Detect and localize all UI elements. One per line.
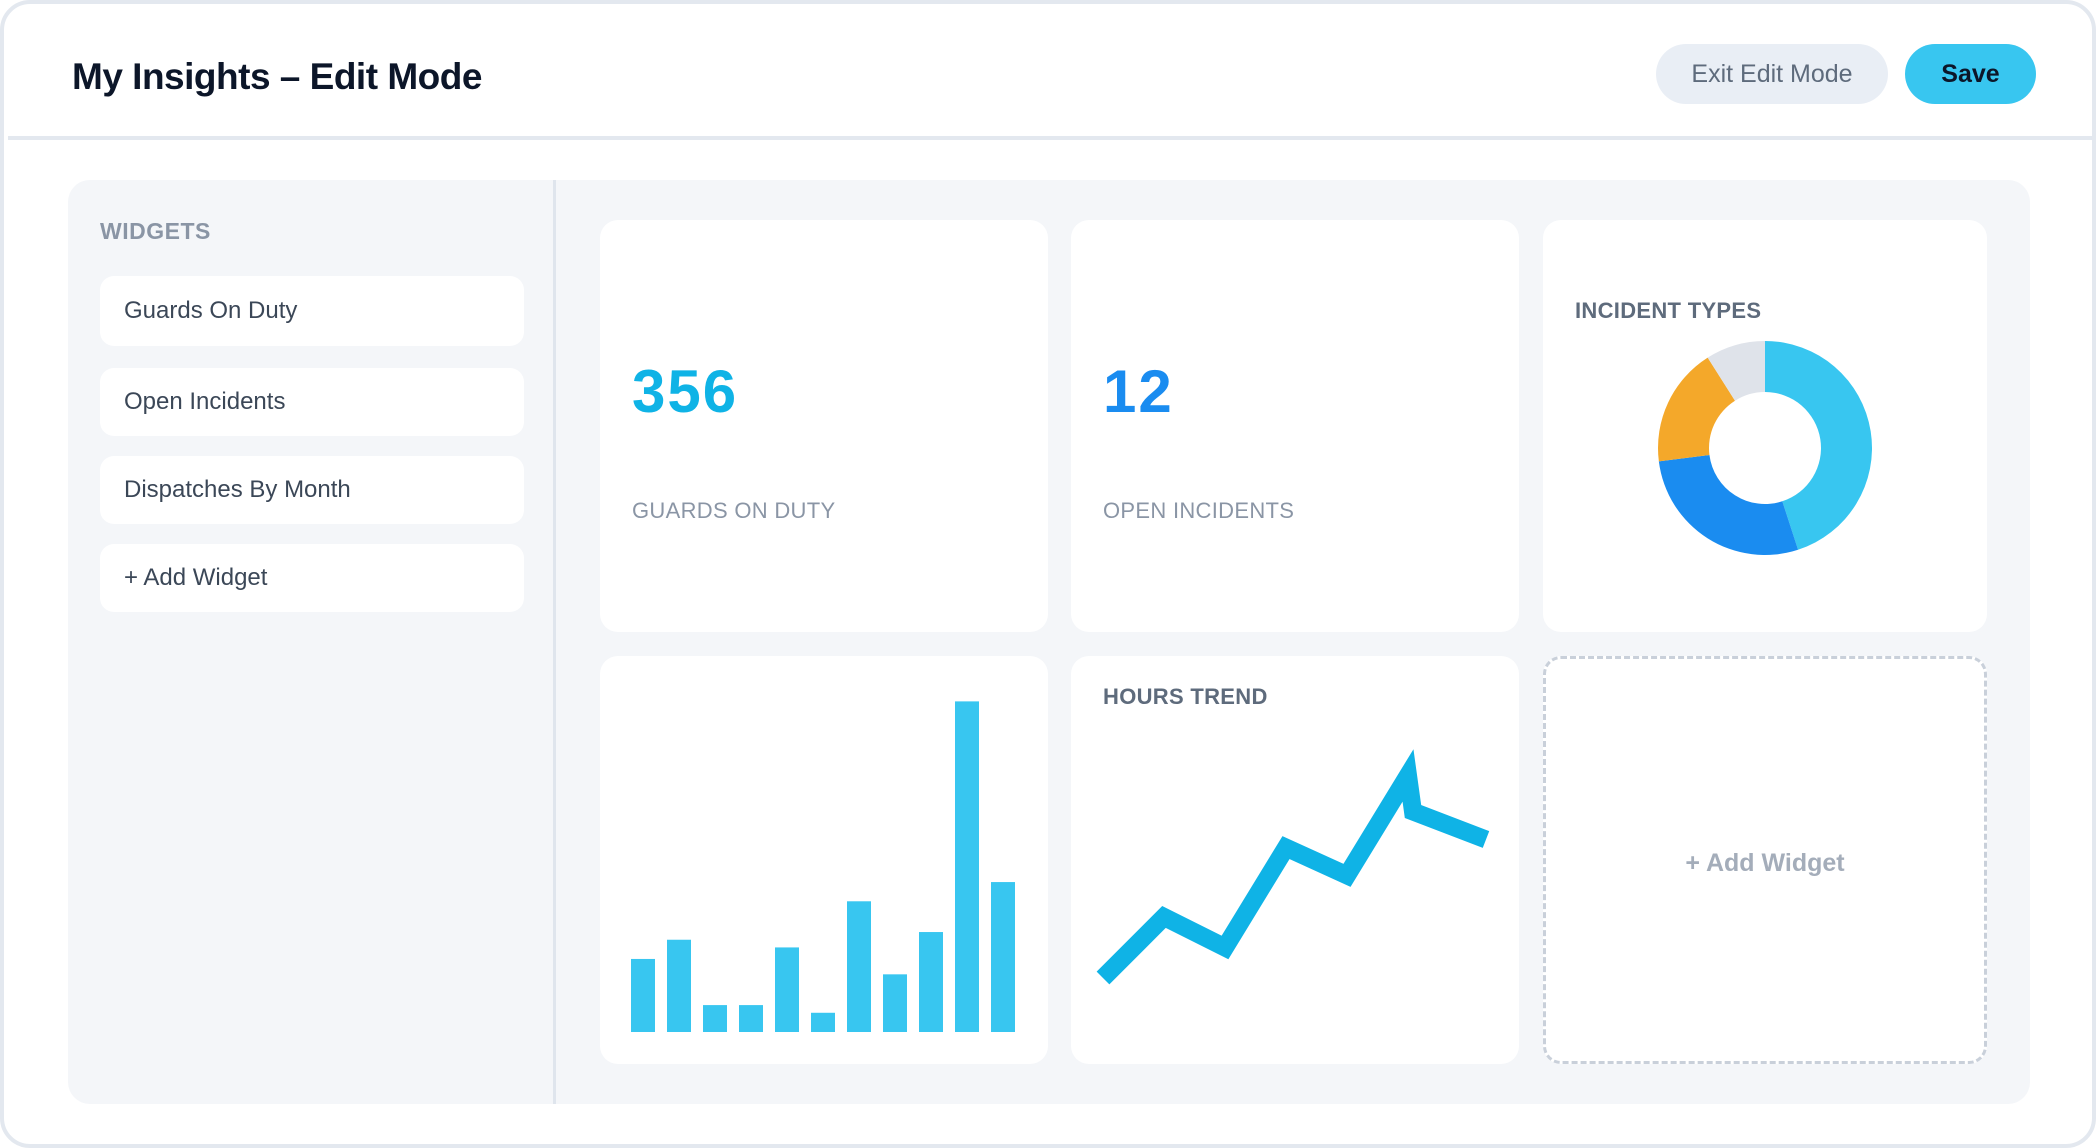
incident-types-widget[interactable]: INCIDENT TYPES: [1543, 220, 1987, 632]
open-incidents-widget[interactable]: 12 OPEN INCIDENTS: [1071, 220, 1519, 632]
hours-trend-line-chart: [1096, 749, 1490, 985]
header: My Insights – Edit Mode Exit Edit Mode S…: [8, 8, 2096, 140]
bar: [991, 882, 1015, 1032]
dispatches-by-month-widget[interactable]: [600, 656, 1048, 1064]
guards-on-duty-value: 356: [632, 358, 739, 425]
donut-slice: [1765, 341, 1872, 550]
bar: [667, 939, 691, 1032]
sidebar-heading: WIDGETS: [100, 218, 211, 244]
bar: [919, 932, 943, 1032]
bar: [847, 901, 871, 1032]
trend-line: [1096, 749, 1490, 985]
sidebar-item-open-incidents[interactable]: Open Incidents: [100, 368, 524, 436]
save-button[interactable]: Save: [1905, 44, 2036, 104]
widgets-sidebar: WIDGETS Guards On Duty Open Incidents Di…: [68, 180, 556, 1104]
guards-on-duty-widget[interactable]: 356 GUARDS ON DUTY: [600, 220, 1048, 632]
bar: [631, 958, 655, 1032]
bar: [739, 1005, 763, 1032]
sidebar-item-label: Open Incidents: [124, 388, 286, 415]
add-widget-label: + Add Widget: [1685, 849, 1845, 877]
workspace: WIDGETS Guards On Duty Open Incidents Di…: [68, 180, 2030, 1104]
exit-edit-mode-button[interactable]: Exit Edit Mode: [1656, 44, 1888, 104]
donut-slice: [1658, 455, 1799, 555]
page-title: My Insights – Edit Mode: [72, 56, 482, 97]
add-widget-tile[interactable]: + Add Widget: [1543, 656, 1987, 1064]
sidebar-item-guards-on-duty[interactable]: Guards On Duty: [100, 276, 524, 346]
bar: [775, 947, 799, 1032]
hours-trend-widget[interactable]: HOURS TREND: [1071, 656, 1519, 1064]
sidebar-item-label: Dispatches By Month: [124, 476, 351, 503]
sidebar-item-add-widget[interactable]: + Add Widget: [100, 544, 524, 612]
bar: [883, 974, 907, 1032]
sidebar-item-dispatches-by-month[interactable]: Dispatches By Month: [100, 456, 524, 524]
bar: [811, 1012, 835, 1032]
donut-slice: [1707, 341, 1765, 401]
sidebar-item-label: + Add Widget: [124, 564, 268, 591]
open-incidents-value: 12: [1103, 358, 1174, 425]
hours-trend-title: HOURS TREND: [1103, 684, 1268, 709]
dispatches-bar-chart: [631, 701, 1015, 1032]
sidebar-item-label: Guards On Duty: [124, 297, 298, 324]
donut-slice: [1658, 357, 1735, 462]
incident-types-title: INCIDENT TYPES: [1575, 298, 1762, 323]
incident-types-donut-chart: [1658, 341, 1872, 555]
guards-on-duty-label: GUARDS ON DUTY: [632, 498, 836, 523]
bar: [703, 1005, 727, 1032]
open-incidents-label: OPEN INCIDENTS: [1103, 498, 1295, 523]
bar: [955, 701, 979, 1032]
